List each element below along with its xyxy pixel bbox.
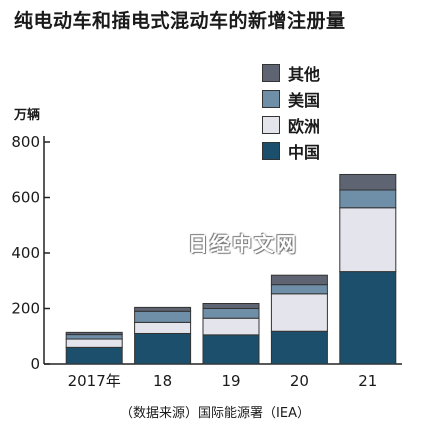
y-tick-label: 800	[11, 133, 40, 151]
legend-item-europe: 欧洲	[262, 112, 320, 138]
legend-item-other: 其他	[262, 60, 320, 86]
bar-segment	[339, 189, 397, 209]
bar-segment	[65, 338, 123, 348]
y-tick-label: 0	[30, 355, 40, 373]
bar-segment	[134, 310, 192, 323]
legend-item-usa: 美国	[262, 86, 320, 112]
bar-segment	[202, 334, 260, 365]
legend-swatch-europe	[262, 116, 280, 134]
bar-segment	[134, 306, 192, 312]
bar-segment	[202, 317, 260, 336]
legend-swatch-other	[262, 64, 280, 82]
legend-swatch-usa	[262, 90, 280, 108]
bar-segment	[134, 321, 192, 334]
bar-segment	[270, 274, 328, 286]
legend-label-usa: 美国	[288, 91, 321, 110]
bar-segment	[202, 308, 260, 319]
x-tick-label: 19	[221, 372, 240, 390]
bar-segment	[270, 330, 328, 365]
x-tick-label: 20	[290, 372, 309, 390]
x-tick-label: 2017年	[68, 372, 121, 390]
y-axis-unit-label: 万辆	[14, 108, 41, 123]
y-tick-label: 200	[11, 300, 40, 318]
bar-segment	[65, 331, 123, 336]
bar-segment	[202, 303, 260, 310]
bar-segment	[65, 334, 123, 340]
legend-swatch-china	[262, 142, 280, 160]
x-tick-label: 21	[358, 372, 377, 390]
bar-segment	[270, 293, 328, 332]
bar-segment	[134, 332, 192, 365]
y-tick-label: 600	[11, 189, 40, 207]
watermark: 日经中文网	[188, 232, 298, 256]
source-note: （数据来源）国际能源署（IEA）	[120, 406, 310, 421]
bar-segment	[339, 271, 397, 365]
legend-label-europe: 欧洲	[288, 117, 321, 136]
bar-segment	[339, 207, 397, 273]
chart-title: 纯电动车和插电式混动车的新增注册量	[14, 10, 346, 32]
legend-label-other: 其他	[288, 65, 321, 84]
bar-segment	[270, 284, 328, 295]
legend-item-china: 中国	[262, 138, 320, 164]
legend: 其他 美国 欧洲 中国	[262, 60, 320, 164]
y-tick-label: 400	[11, 244, 40, 262]
bar-segment	[339, 173, 397, 191]
x-tick-label: 18	[153, 372, 172, 390]
bar-segment	[65, 346, 123, 365]
legend-label-china: 中国	[288, 143, 321, 162]
